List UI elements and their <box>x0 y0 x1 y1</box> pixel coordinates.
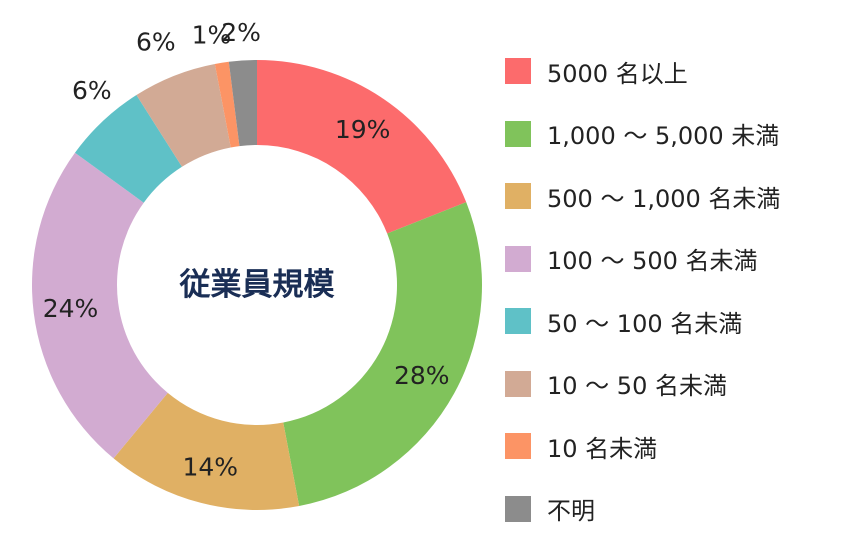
legend-item-8: 不明 <box>505 478 780 540</box>
data-label-3: 14% <box>182 453 238 482</box>
legend-label-2: 1,000 〜 5,000 未満 <box>547 116 779 151</box>
legend: 5000 名以上 1,000 〜 5,000 未満 500 〜 1,000 名未満 1… <box>505 40 780 540</box>
legend-item-7: 10 名未満 <box>505 415 780 478</box>
data-label-8: 2% <box>221 18 261 47</box>
legend-swatch-2 <box>505 121 531 147</box>
legend-label-7: 10 名未満 <box>547 429 657 464</box>
legend-item-1: 5000 名以上 <box>505 40 780 103</box>
legend-swatch-7 <box>505 433 531 459</box>
legend-label-3: 500 〜 1,000 名未満 <box>547 179 780 214</box>
data-label-5: 6% <box>72 76 112 105</box>
legend-item-2: 1,000 〜 5,000 未満 <box>505 103 780 166</box>
legend-swatch-5 <box>505 308 531 334</box>
legend-label-1: 5000 名以上 <box>547 54 688 89</box>
data-label-2: 28% <box>394 361 450 390</box>
legend-item-6: 10 〜 50 名未満 <box>505 353 780 416</box>
legend-item-4: 100 〜 500 名未満 <box>505 228 780 291</box>
legend-item-3: 500 〜 1,000 名未満 <box>505 165 780 228</box>
donut-chart: 19%28%14%24%6%6%1%2% 従業員規模 <box>0 0 500 532</box>
center-title: 従業員規模 <box>179 267 335 303</box>
data-label-1: 19% <box>335 115 391 144</box>
legend-label-4: 100 〜 500 名未満 <box>547 241 758 276</box>
legend-swatch-6 <box>505 371 531 397</box>
legend-swatch-8 <box>505 496 531 522</box>
slice-2 <box>283 202 482 506</box>
data-label-6: 6% <box>136 27 176 56</box>
legend-label-5: 50 〜 100 名未満 <box>547 304 742 339</box>
legend-item-5: 50 〜 100 名未満 <box>505 290 780 353</box>
data-label-4: 24% <box>43 294 99 323</box>
legend-label-6: 10 〜 50 名未満 <box>547 366 727 401</box>
legend-swatch-1 <box>505 58 531 84</box>
slice-1 <box>257 60 466 233</box>
legend-swatch-4 <box>505 246 531 272</box>
legend-swatch-3 <box>505 183 531 209</box>
legend-label-8: 不明 <box>547 491 595 526</box>
